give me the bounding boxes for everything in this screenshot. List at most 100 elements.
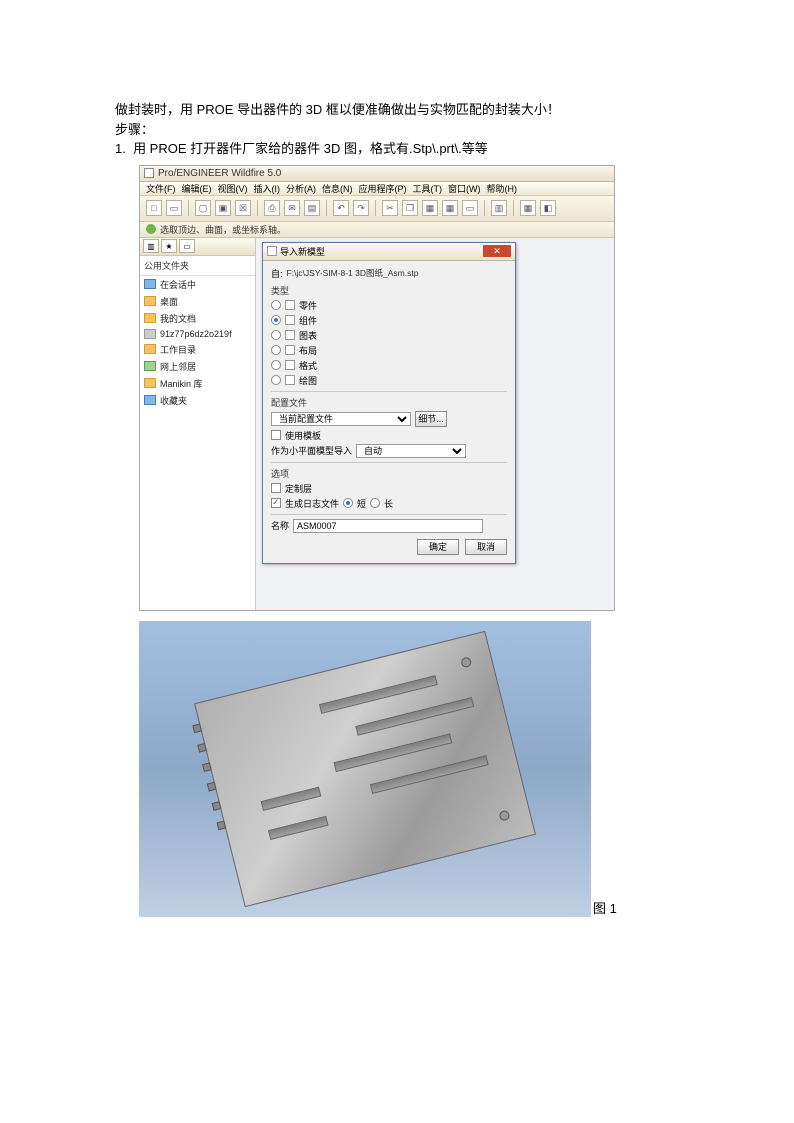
info-bar: 选取顶边、曲面，或坐标系轴。: [140, 222, 614, 238]
folder-manikin[interactable]: Manikin 库: [140, 375, 255, 392]
tab-star-icon[interactable]: ★: [161, 239, 177, 253]
cut-icon[interactable]: ✂: [382, 200, 398, 216]
radio-long[interactable]: [370, 498, 380, 508]
menu-insert[interactable]: 插入(I): [254, 182, 281, 195]
short-label: 短: [357, 497, 366, 510]
paste-icon[interactable]: ▦: [422, 200, 438, 216]
save-icon[interactable]: ▢: [195, 200, 211, 216]
figure-caption: 图 1: [593, 898, 617, 917]
copy-icon[interactable]: ❐: [402, 200, 418, 216]
from-label: 自:: [271, 267, 283, 280]
tab-folder-icon[interactable]: ▥: [143, 239, 159, 253]
genlog-label: 生成日志文件: [285, 497, 339, 510]
flat-import-label: 作为小平面模型导入: [271, 444, 352, 457]
name-input[interactable]: [293, 519, 483, 533]
radio-part[interactable]: [271, 300, 281, 310]
undo-icon[interactable]: ↶: [333, 200, 349, 216]
print-icon[interactable]: ⎙: [264, 200, 280, 216]
cancel-button[interactable]: 取消: [465, 539, 507, 555]
use-template-label: 使用模板: [285, 429, 321, 442]
check-template[interactable]: [271, 430, 281, 440]
mail-icon[interactable]: ✉: [284, 200, 300, 216]
app-title: Pro/ENGINEER Wildfire 5.0: [158, 168, 281, 179]
view-icon[interactable]: ▭: [462, 200, 478, 216]
type-format: 格式: [299, 359, 317, 372]
save2-icon[interactable]: ▣: [215, 200, 231, 216]
name-label: 名称: [271, 519, 289, 532]
dialog-titlebar: 导入新模型 ✕: [263, 243, 515, 261]
folder-workdir[interactable]: 工作目录: [140, 341, 255, 358]
info-icon: [146, 224, 156, 234]
app-logo-icon: [144, 168, 154, 178]
tab-open-icon[interactable]: ▭: [179, 239, 195, 253]
close-icon[interactable]: ☒: [235, 200, 251, 216]
import-dialog: 导入新模型 ✕ 自: F:\jc\JSY-SIM-8-1 3D图纸_Asm.st…: [262, 242, 516, 564]
doc-icon[interactable]: ▤: [304, 200, 320, 216]
star-icon: [144, 395, 156, 405]
check-genlog[interactable]: [271, 498, 281, 508]
menu-apps[interactable]: 应用程序(P): [359, 182, 407, 195]
asm-icon: [285, 315, 295, 325]
sel-icon[interactable]: ▦: [520, 200, 536, 216]
from-path: F:\jc\JSY-SIM-8-1 3D图纸_Asm.stp: [287, 267, 419, 279]
format-icon: [285, 360, 295, 370]
host-icon: [144, 329, 156, 339]
folder-label: 收藏夹: [160, 394, 187, 407]
radio-short[interactable]: [343, 498, 353, 508]
separator-icon: [326, 200, 327, 216]
folder-favorites[interactable]: 收藏夹: [140, 392, 255, 409]
radio-layout[interactable]: [271, 345, 281, 355]
folder-icon: [144, 313, 156, 323]
separator-icon: [484, 200, 485, 216]
radio-assembly[interactable]: [271, 315, 281, 325]
info-text: 选取顶边、曲面，或坐标系轴。: [160, 223, 286, 236]
toolbar: □ ▭ ▢ ▣ ☒ ⎙ ✉ ▤ ↶ ↷ ✂ ❐ ▦ ▦ ▭ ▥ ▦ ◧: [140, 196, 614, 222]
radio-chart[interactable]: [271, 330, 281, 340]
radio-format[interactable]: [271, 360, 281, 370]
folder-icon: [144, 296, 156, 306]
new-icon[interactable]: □: [146, 200, 162, 216]
sidebar-tabs: ▥ ★ ▭: [140, 238, 255, 256]
radio-drawing[interactable]: [271, 375, 281, 385]
menu-window[interactable]: 窗口(W): [448, 182, 481, 195]
menu-bar[interactable]: 文件(F) 编辑(E) 视图(V) 插入(I) 分析(A) 信息(N) 应用程序…: [140, 182, 614, 196]
layer-icon[interactable]: ▥: [491, 200, 507, 216]
detail-button[interactable]: 细节...: [415, 411, 447, 427]
intro-line-1: 做封装时，用 PROE 导出器件的 3D 框以便准确做出与实物匹配的封装大小！: [115, 100, 679, 120]
folder-host[interactable]: 91z77p6dz2o219f: [140, 327, 255, 341]
menu-info[interactable]: 信息(N): [322, 182, 353, 195]
sel2-icon[interactable]: ◧: [540, 200, 556, 216]
folder-network[interactable]: 网上邻居: [140, 358, 255, 375]
open-icon[interactable]: ▭: [166, 200, 182, 216]
flat-select[interactable]: 自动: [356, 444, 466, 458]
menu-help[interactable]: 帮助(H): [487, 182, 518, 195]
type-part: 零件: [299, 299, 317, 312]
chart-icon: [285, 330, 295, 340]
separator-icon: [188, 200, 189, 216]
dialog-body: 自: F:\jc\JSY-SIM-8-1 3D图纸_Asm.stp 类型 零件 …: [263, 261, 515, 563]
intro-line-2: 步骤：: [115, 120, 679, 140]
menu-tools[interactable]: 工具(T): [413, 182, 443, 195]
folder-label: 网上邻居: [160, 360, 196, 373]
check-custom-layer[interactable]: [271, 483, 281, 493]
dialog-icon: [267, 246, 277, 256]
menu-edit[interactable]: 编辑(E): [182, 182, 212, 195]
folder-label: 桌面: [160, 295, 178, 308]
folder-mydocs[interactable]: 我的文档: [140, 310, 255, 327]
menu-file[interactable]: 文件(F): [146, 182, 176, 195]
type-layout: 布局: [299, 344, 317, 357]
dialog-close-button[interactable]: ✕: [483, 245, 511, 257]
menu-analysis[interactable]: 分析(A): [286, 182, 316, 195]
step-1: 1. 用 PROE 打开器件厂家给的器件 3D 图，格式有.Stp\.prt\.…: [115, 139, 679, 159]
part-icon: [285, 300, 295, 310]
paste2-icon[interactable]: ▦: [442, 200, 458, 216]
folder-desktop[interactable]: 桌面: [140, 293, 255, 310]
ok-button[interactable]: 确定: [417, 539, 459, 555]
redo-icon[interactable]: ↷: [353, 200, 369, 216]
canvas: 导入新模型 ✕ 自: F:\jc\JSY-SIM-8-1 3D图纸_Asm.st…: [256, 238, 614, 610]
folder-session[interactable]: 在会话中: [140, 276, 255, 293]
profile-select[interactable]: 当前配置文件: [271, 412, 411, 426]
menu-view[interactable]: 视图(V): [218, 182, 248, 195]
title-bar: Pro/ENGINEER Wildfire 5.0: [140, 166, 614, 182]
workspace: ▥ ★ ▭ 公用文件夹 在会话中 桌面 我的文档 91z77p6dz2o219f…: [140, 238, 614, 610]
